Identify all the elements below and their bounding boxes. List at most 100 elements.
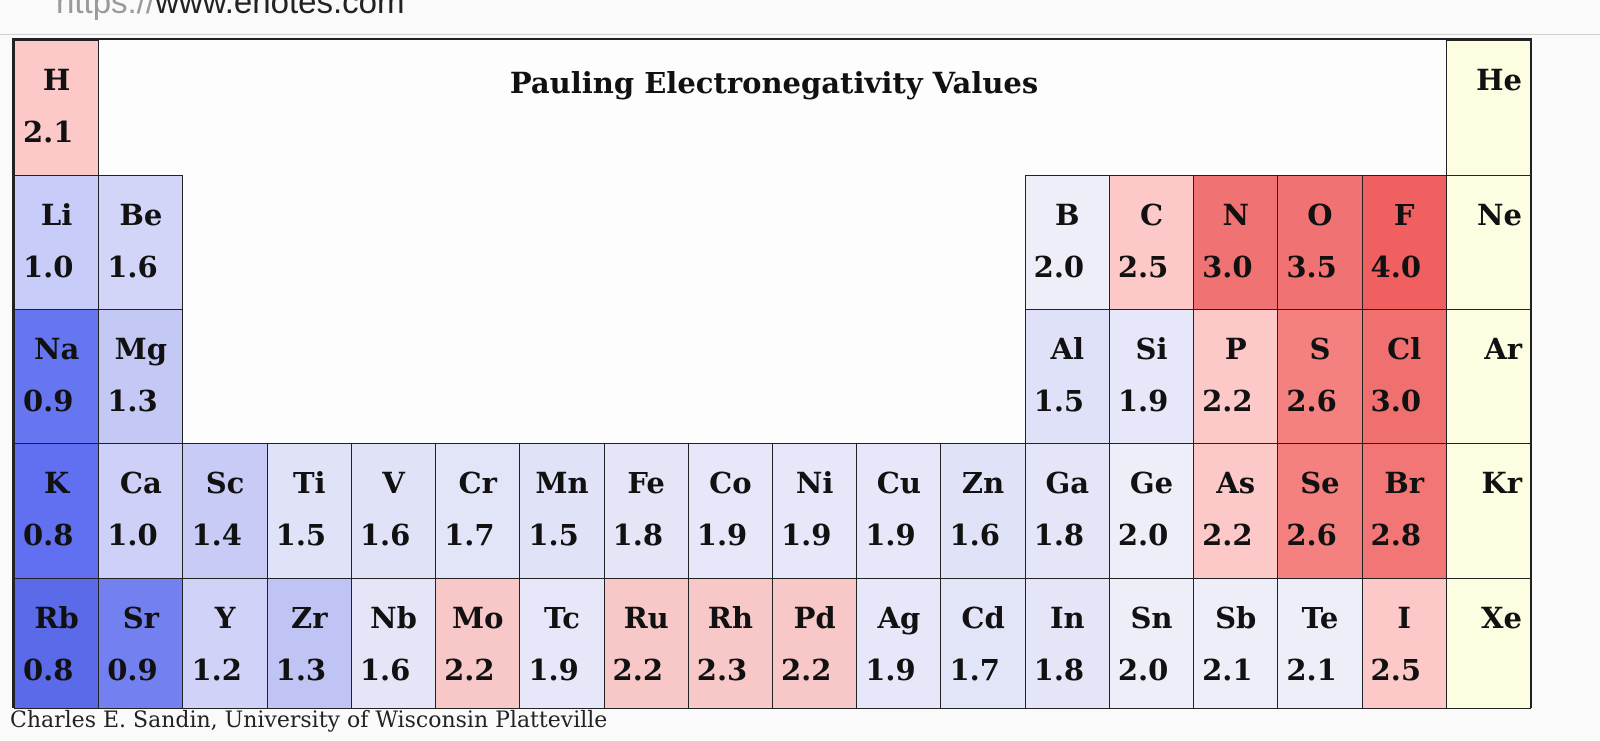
electronegativity-value: 2.2 [444,653,495,687]
element-symbol: As [1216,466,1256,500]
element-symbol: Al [1050,332,1085,366]
element-symbol: Zn [961,466,1005,500]
electronegativity-value: 2.0 [1117,518,1169,552]
electronegativity-value: 1.5 [275,518,327,552]
element-cell-cr: Cr 1.7 [435,443,521,579]
electronegativity-value: 1.9 [781,518,832,552]
element-symbol: Mg [114,332,168,366]
element-cell-pd: Pd 2.2 [772,578,858,709]
element-cell-sc: Sc 1.4 [182,443,268,579]
electronegativity-table: Pauling Electronegativity Values H 2.1 He L… [12,38,1532,709]
element-cell-sr: Sr 0.9 [98,578,184,709]
element-symbol: Ag [877,601,921,635]
element-symbol: N [1222,198,1249,232]
electronegativity-value: 2.8 [1370,518,1421,552]
electronegativity-value: 2.5 [1117,250,1169,284]
element-symbol: Fe [627,466,665,500]
element-symbol: Sr [122,601,159,635]
electronegativity-value: 2.2 [781,653,832,687]
element-symbol: Br [1384,466,1425,500]
element-symbol: Li [40,198,73,232]
electronegativity-value: 1.3 [275,653,327,687]
element-symbol: S [1309,332,1331,366]
table-title: Pauling Electronegativity Values [509,66,1039,100]
electronegativity-value: 2.6 [1286,518,1337,552]
electronegativity-value: 2.2 [612,653,663,687]
element-symbol: He [1476,63,1522,97]
element-cell-tc: Tc 1.9 [519,578,605,709]
electronegativity-value: 2.3 [696,653,748,687]
element-cell-f: F 4.0 [1361,175,1447,310]
electronegativity-value: 3.0 [1370,384,1421,418]
electronegativity-value: 1.6 [107,250,158,284]
element-cell-te: Te 2.1 [1277,578,1363,709]
element-symbol: Pd [793,601,836,635]
element-symbol: Y [214,601,236,635]
electronegativity-value: 1.4 [191,518,242,552]
electronegativity-value: 1.9 [1117,384,1169,418]
element-symbol: Mn [535,466,589,500]
element-cell-ge: Ge 2.0 [1108,443,1195,579]
element-symbol: Be [119,198,163,232]
electronegativity-value: 2.1 [1286,653,1337,687]
address-bar[interactable]: https://www.enotes.com [0,0,1600,35]
electronegativity-value: 1.6 [949,518,1000,552]
url-text[interactable]: https://www.enotes.com [56,0,405,21]
electronegativity-value: 1.6 [359,653,411,687]
element-cell-kr: Kr [1445,443,1531,579]
electronegativity-value: 2.2 [1202,518,1253,552]
element-cell-rh: Rh 2.3 [687,578,773,709]
element-cell-sn: Sn 2.0 [1108,578,1195,709]
electronegativity-value: 3.5 [1286,250,1337,284]
element-cell-si: Si 1.9 [1108,309,1195,444]
electronegativity-value: 0.9 [107,653,158,687]
element-symbol: Rb [34,601,79,635]
element-cell-fe: Fe 1.8 [603,443,689,579]
electronegativity-value: 2.1 [23,115,74,149]
element-symbol: Cd [961,601,1005,635]
element-symbol: Ni [795,466,834,500]
element-cell-zr: Zr 1.3 [266,578,352,709]
element-symbol: Ru [623,601,669,635]
element-symbol: Rh [707,601,753,635]
element-cell-cd: Cd 1.7 [940,578,1026,709]
electronegativity-value: 1.5 [528,518,579,552]
element-cell-mg: Mg 1.3 [98,309,184,444]
element-cell-n: N 3.0 [1193,175,1279,310]
element-symbol: Sn [1130,601,1173,635]
electronegativity-value: 3.0 [1202,250,1253,284]
element-symbol: Sc [205,466,245,500]
element-cell-ca: Ca 1.0 [98,443,184,579]
element-cell-ti: Ti 1.5 [266,443,352,579]
electronegativity-value: 2.0 [1033,250,1085,284]
element-cell-nb: Nb 1.6 [350,578,437,709]
electronegativity-value: 2.6 [1286,384,1337,418]
electronegativity-value: 2.2 [1202,384,1253,418]
element-symbol: F [1393,198,1415,232]
element-symbol: Ne [1477,198,1522,232]
element-cell-ga: Ga 1.8 [1024,443,1110,579]
element-symbol: Xe [1481,601,1522,635]
electronegativity-value: 1.7 [444,518,495,552]
element-cell-br: Br 2.8 [1361,443,1447,579]
electronegativity-value: 2.5 [1370,653,1421,687]
element-cell-co: Co 1.9 [687,443,773,579]
element-symbol: P [1224,332,1247,366]
element-symbol: Ca [119,466,162,500]
element-cell-mn: Mn 1.5 [519,443,605,579]
element-symbol: Tc [543,601,580,635]
element-cell-mo: Mo 2.2 [435,578,521,709]
element-symbol: Na [33,332,80,366]
electronegativity-value: 0.8 [23,518,74,552]
element-cell-be: Be 1.6 [98,175,184,310]
electronegativity-value: 1.9 [528,653,579,687]
element-symbol: K [44,466,70,500]
element-cell-k: K 0.8 [14,443,100,579]
element-symbol: I [1397,601,1411,635]
element-cell-h: H 2.1 [14,40,100,176]
electronegativity-value: 1.3 [107,384,158,418]
element-symbol: Co [709,466,752,500]
element-symbol: Se [1300,466,1340,500]
electronegativity-value: 1.8 [1033,518,1085,552]
electronegativity-value: 1.9 [865,518,916,552]
